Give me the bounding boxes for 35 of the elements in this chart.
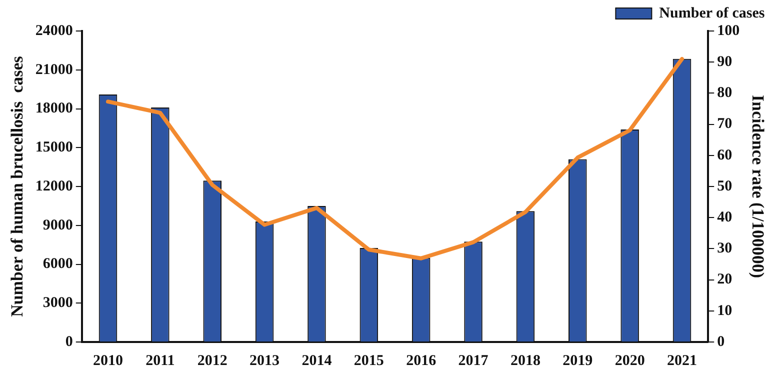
y-tick-label: 0 — [65, 334, 73, 350]
y-tick-label: 21000 — [35, 62, 73, 78]
x-tick-label: 2014 — [302, 352, 332, 369]
y-tick-label: 12000 — [35, 178, 73, 194]
x-tick-label: 2018 — [510, 352, 540, 369]
x-tick-label: 2016 — [406, 352, 437, 369]
y-tick-label: 24000 — [35, 22, 73, 39]
x-tick-label: 2021 — [667, 352, 698, 369]
y2-tick-label: 100 — [717, 22, 740, 39]
y-tick-label: 15000 — [35, 140, 73, 156]
x-tick-label: 2012 — [197, 352, 228, 369]
y2-tick-label: 10 — [717, 302, 732, 319]
legend-label: Number of cases — [659, 5, 765, 22]
y2-tick-label: 70 — [717, 116, 732, 132]
y2-tick-label: 30 — [717, 240, 732, 257]
y2-tick-label: 0 — [717, 334, 725, 350]
y-tick-label: 18000 — [35, 100, 73, 117]
x-tick-label: 2010 — [92, 352, 123, 369]
x-tick-label: 2017 — [458, 352, 489, 369]
y2-tick-label: 40 — [717, 209, 732, 226]
y2-axis-title: Incidence rate (1/100000) — [748, 94, 768, 278]
x-tick-label: 2019 — [562, 352, 593, 369]
y2-tick-label: 60 — [717, 147, 732, 164]
y2-tick-label: 90 — [717, 54, 732, 70]
y2-tick-label: 50 — [717, 178, 732, 194]
x-tick-label: 2011 — [146, 352, 175, 369]
y2-tick-label: 20 — [717, 272, 732, 288]
x-tick-label: 2013 — [250, 352, 280, 369]
x-tick-label: 2020 — [614, 352, 645, 369]
x-tick-label: 2015 — [354, 352, 384, 369]
y-tick-label: 9000 — [42, 217, 73, 234]
y-tick-label: 3000 — [42, 295, 73, 311]
y2-tick-label: 80 — [717, 85, 732, 102]
y-tick-label: 6000 — [42, 256, 73, 272]
y-axis-title: Number of human brucellosis cases — [8, 56, 27, 317]
